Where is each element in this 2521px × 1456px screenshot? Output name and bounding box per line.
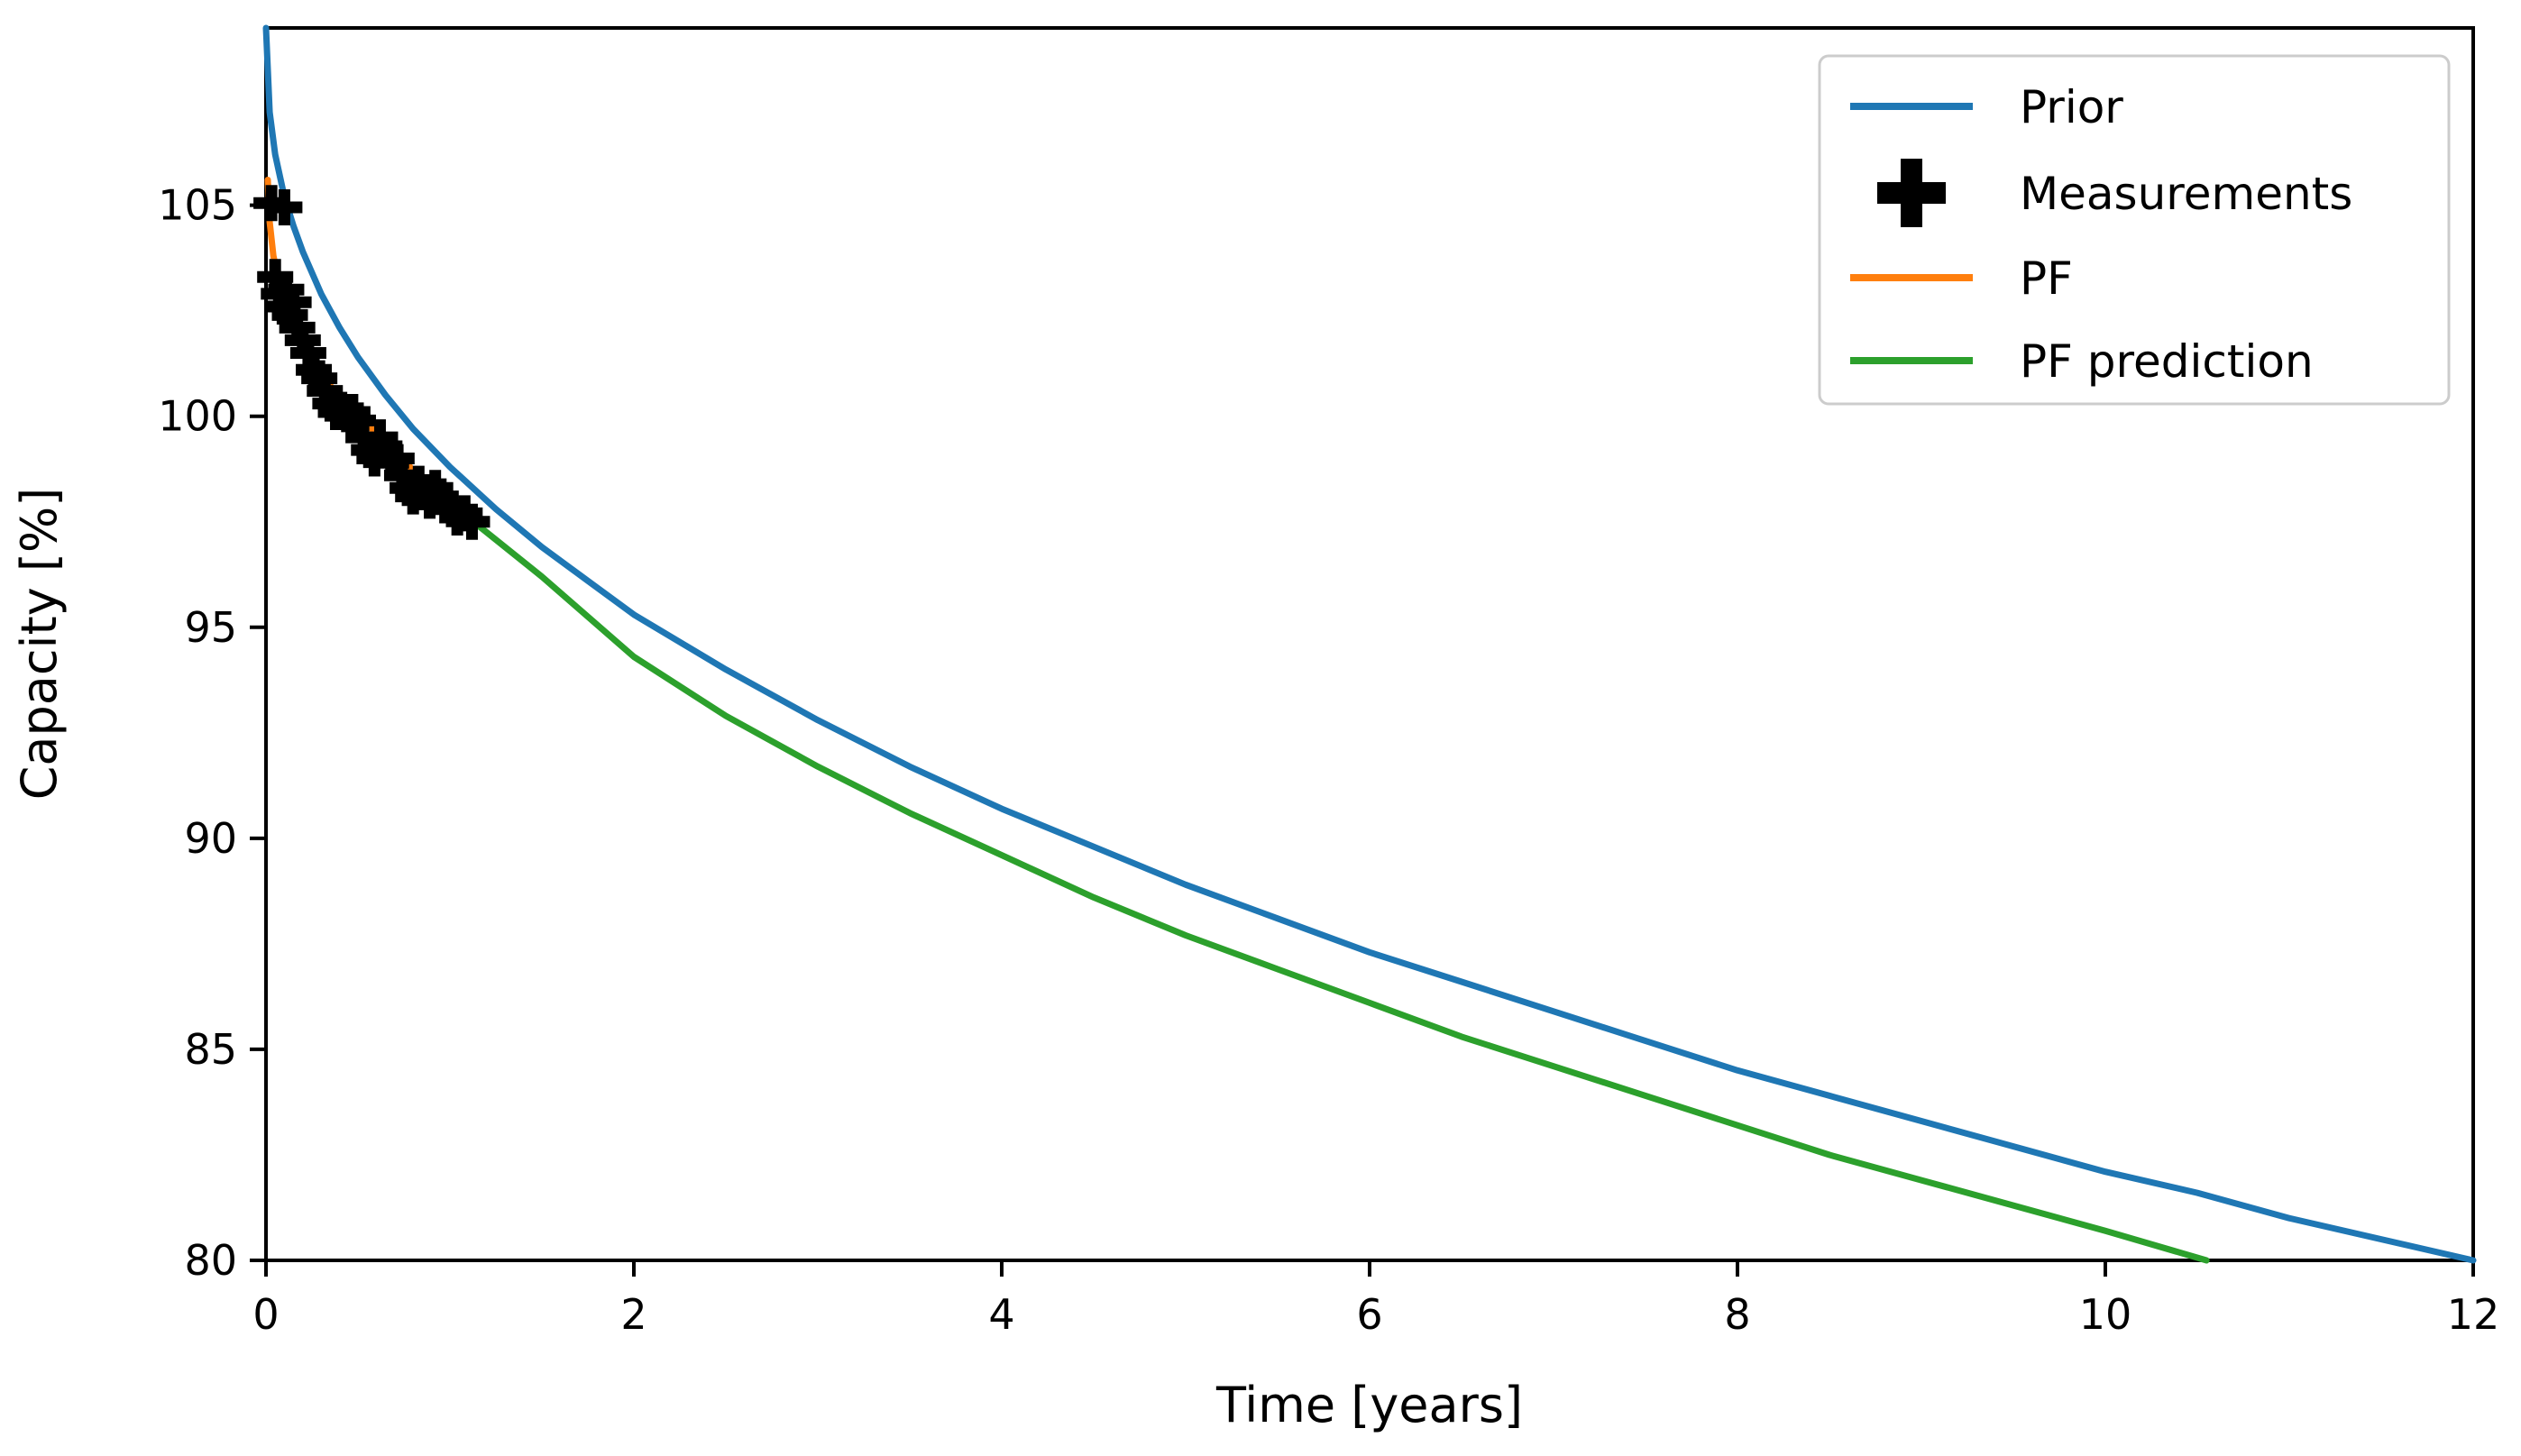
y-tick-label: 90 bbox=[184, 814, 237, 863]
curve-prior bbox=[262, 24, 2477, 1264]
legend-label-pf: PF bbox=[2020, 252, 2073, 305]
y-tick-label: 80 bbox=[184, 1236, 237, 1285]
legend-label-prior: Prior bbox=[2020, 81, 2123, 133]
x-axis-label: Time [years] bbox=[1215, 1377, 1523, 1433]
y-axis-label: Capacity [%] bbox=[11, 488, 68, 801]
legend-box bbox=[1818, 54, 2451, 406]
curve-pf-prediction bbox=[464, 514, 2210, 1264]
x-tick-label: 8 bbox=[1724, 1290, 1750, 1339]
x-tick-label: 4 bbox=[988, 1290, 1014, 1339]
x-tick-label: 0 bbox=[252, 1290, 279, 1339]
x-tick-label: 6 bbox=[1356, 1290, 1382, 1339]
y-tick-label: 85 bbox=[184, 1025, 237, 1074]
measurement-markers bbox=[253, 185, 490, 540]
y-tick-label: 95 bbox=[184, 603, 237, 652]
axis-tick-labels: 80 85 90 95 100 105 0 2 4 6 8 10 12 bbox=[158, 181, 2499, 1339]
legend-label-measurements: Measurements bbox=[2020, 168, 2352, 220]
markers-measurements bbox=[253, 185, 490, 540]
y-tick-label: 105 bbox=[158, 181, 237, 230]
x-tick-label: 10 bbox=[2079, 1290, 2132, 1339]
legend: Prior Measurements PF PF prediction bbox=[1818, 54, 2451, 406]
legend-sample-measurements bbox=[1877, 159, 1946, 227]
legend-label-pf-prediction: PF prediction bbox=[2020, 335, 2314, 388]
x-tick-label: 12 bbox=[2447, 1290, 2500, 1339]
x-tick-label: 2 bbox=[620, 1290, 646, 1339]
y-tick-label: 100 bbox=[158, 392, 237, 441]
